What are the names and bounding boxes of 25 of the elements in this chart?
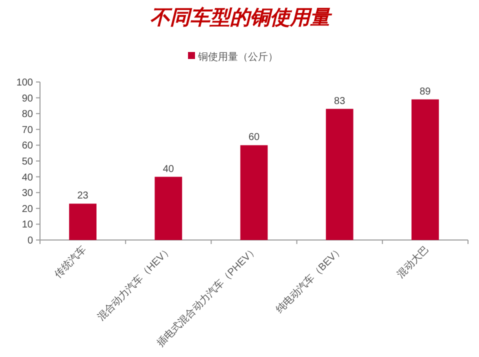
x-tick-label: 混动大巴 bbox=[394, 244, 432, 280]
x-tick-label: 传统汽车 bbox=[52, 244, 89, 280]
legend-label: 铜使用量（公斤） bbox=[197, 51, 278, 63]
y-tick-label: 60 bbox=[22, 140, 34, 152]
y-tick-label: 30 bbox=[22, 188, 34, 200]
y-tick-label: 70 bbox=[22, 124, 34, 136]
y-tick-label: 100 bbox=[16, 78, 34, 88]
y-tick-label: 80 bbox=[22, 109, 34, 120]
y-tick-label: 10 bbox=[22, 220, 34, 231]
data-label: 60 bbox=[248, 132, 260, 144]
bar bbox=[240, 145, 268, 240]
data-label: 23 bbox=[77, 190, 89, 202]
data-label: 89 bbox=[420, 86, 432, 98]
y-tick-label: 0 bbox=[27, 236, 34, 246]
data-label: 83 bbox=[334, 96, 346, 107]
data-label: 40 bbox=[162, 164, 174, 175]
bar bbox=[154, 176, 182, 240]
bar bbox=[412, 99, 439, 240]
bar bbox=[326, 108, 354, 240]
y-tick-label: 90 bbox=[22, 93, 34, 104]
y-tick-label: 50 bbox=[22, 156, 34, 168]
bar bbox=[69, 204, 96, 240]
y-tick-label: 40 bbox=[22, 172, 34, 184]
chart-title: 不同车型的铜使用量 bbox=[150, 6, 333, 29]
y-tick-label: 20 bbox=[22, 204, 34, 215]
